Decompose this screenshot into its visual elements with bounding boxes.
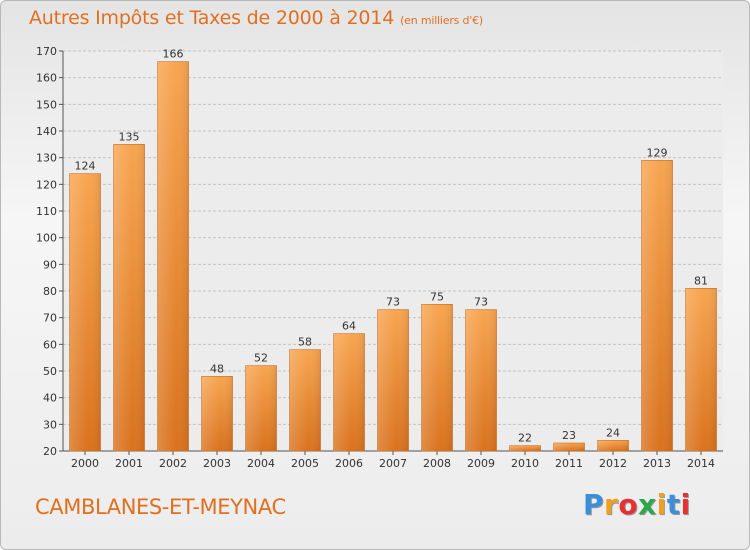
y-tick-label: 150 xyxy=(36,98,57,111)
axes: 20 30 40 50 60 70 80 90 100 110 120 130 140 150 160 170… xyxy=(36,45,723,470)
data-label: 22 xyxy=(518,432,532,445)
x-tick-label: 2008 xyxy=(423,457,451,470)
data-label: 73 xyxy=(386,296,400,309)
chart-title: Autres Impôts et Taxes de 2000 à 2014 (en… xyxy=(29,7,483,29)
data-label: 64 xyxy=(342,320,356,333)
bar-shade xyxy=(641,160,673,452)
x-tick-label: 2009 xyxy=(467,457,495,470)
y-tick-label: 160 xyxy=(36,72,57,85)
y-tick-label: 30 xyxy=(43,418,57,431)
x-tick-label: 2000 xyxy=(71,457,99,470)
logo-letter: P xyxy=(583,488,605,521)
data-label: 129 xyxy=(647,146,668,159)
x-tick-label: 2014 xyxy=(687,457,715,470)
x-tick-label: 2003 xyxy=(203,457,231,470)
data-label: 24 xyxy=(606,426,620,439)
x-tick-label: 2012 xyxy=(599,457,627,470)
logo-letter: i xyxy=(656,488,667,521)
data-label: 48 xyxy=(210,362,224,375)
y-tick-label: 50 xyxy=(43,365,57,378)
y-tick-label: 40 xyxy=(43,392,57,405)
data-label: 52 xyxy=(254,352,268,365)
bars xyxy=(69,61,717,452)
bar-shade xyxy=(421,304,453,451)
data-label: 58 xyxy=(298,336,312,349)
data-labels: 124 135 166 48 52 58 64 73 75 73 22 23 24 129 81 xyxy=(75,48,709,445)
bar-shade xyxy=(597,440,629,451)
y-tick-label: 70 xyxy=(43,312,57,325)
y-tick-label: 140 xyxy=(36,125,57,138)
x-tick-label: 2011 xyxy=(555,457,583,470)
bar-shade xyxy=(377,309,409,451)
y-tick-label: 80 xyxy=(43,285,57,298)
bar-shade xyxy=(289,349,321,451)
logo-letter: o xyxy=(618,488,639,521)
logo-letter: i xyxy=(680,488,691,521)
data-label: 81 xyxy=(694,274,708,287)
data-label: 166 xyxy=(163,48,184,61)
bar-shade xyxy=(157,61,189,452)
x-tick-label: 2013 xyxy=(643,457,671,470)
data-label: 75 xyxy=(430,290,444,303)
data-label: 73 xyxy=(474,296,488,309)
x-tick-label: 2002 xyxy=(159,457,187,470)
bar-shade xyxy=(509,445,541,451)
y-tick-label: 110 xyxy=(36,205,57,218)
y-tick-label: 20 xyxy=(43,445,57,458)
logo-letter: r xyxy=(604,488,619,521)
chart-subtitle: (en milliers d'€) xyxy=(400,14,483,27)
y-tick-label: 60 xyxy=(43,338,57,351)
bar-shade xyxy=(69,173,101,451)
y-tick-label: 120 xyxy=(36,178,57,191)
data-label: 23 xyxy=(562,429,576,442)
bar-shade xyxy=(465,309,497,451)
chart-title-main: Autres Impôts et Taxes de 2000 à 2014 xyxy=(29,7,395,29)
commune-name: CAMBLANES-ET-MEYNAC xyxy=(35,495,286,519)
bar-shade xyxy=(685,288,717,451)
x-tick-label: 2005 xyxy=(291,457,319,470)
bar-shade xyxy=(553,443,585,451)
logo-letter: x xyxy=(638,488,657,521)
logo-letter: t xyxy=(666,488,681,521)
proxiti-logo: Proxiti xyxy=(583,488,691,521)
y-tick-label: 130 xyxy=(36,152,57,165)
bar-shade xyxy=(201,376,233,451)
x-tick-label: 2001 xyxy=(115,457,143,470)
bar-shade xyxy=(245,365,277,451)
x-tick-label: 2006 xyxy=(335,457,363,470)
data-label: 135 xyxy=(119,130,140,143)
x-tick-label: 2007 xyxy=(379,457,407,470)
y-tick-label: 90 xyxy=(43,258,57,271)
x-tick-label: 2010 xyxy=(511,457,539,470)
data-label: 124 xyxy=(75,160,96,173)
bar-shade xyxy=(113,144,145,452)
y-tick-label: 100 xyxy=(36,232,57,245)
x-tick-label: 2004 xyxy=(247,457,275,470)
bar-shade xyxy=(333,333,365,451)
y-tick-label: 170 xyxy=(36,45,57,58)
